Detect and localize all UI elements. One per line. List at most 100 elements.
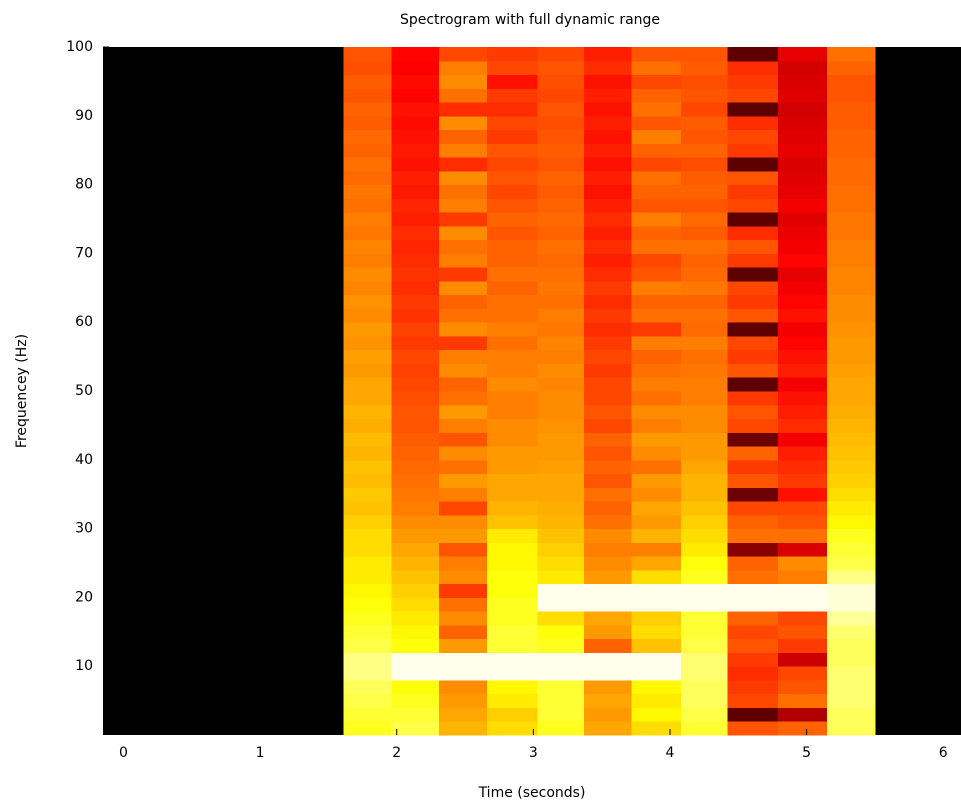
y-tick-label: 30 xyxy=(75,521,93,537)
cell xyxy=(727,432,779,447)
cell xyxy=(391,707,440,722)
cell xyxy=(583,335,633,351)
cell xyxy=(537,308,585,323)
cell xyxy=(631,721,682,736)
cell xyxy=(631,514,682,530)
cell xyxy=(827,143,876,158)
cell xyxy=(777,88,828,103)
cell xyxy=(537,638,585,653)
cell xyxy=(777,542,828,557)
cell xyxy=(827,212,876,227)
cell xyxy=(680,569,728,585)
cell xyxy=(343,377,392,392)
cell xyxy=(727,322,779,337)
cell xyxy=(486,184,538,199)
cell xyxy=(727,514,779,530)
cell xyxy=(583,459,633,475)
cell xyxy=(343,253,392,268)
cell xyxy=(631,335,682,351)
cell xyxy=(583,280,633,296)
cell xyxy=(727,638,779,653)
cell xyxy=(827,652,876,667)
cell xyxy=(680,363,728,378)
cell xyxy=(439,60,488,76)
cell xyxy=(583,652,633,667)
cell xyxy=(486,542,538,557)
cell xyxy=(537,446,585,461)
cell xyxy=(827,514,876,530)
cell xyxy=(727,280,779,296)
cell xyxy=(583,597,633,612)
cell xyxy=(343,542,392,557)
cell xyxy=(537,225,585,241)
cell xyxy=(439,102,488,117)
cell xyxy=(777,473,828,488)
cell xyxy=(727,707,779,722)
cell xyxy=(777,294,828,309)
cell xyxy=(439,143,488,158)
cell xyxy=(583,418,633,433)
cell xyxy=(680,459,728,475)
cell xyxy=(391,624,440,640)
cell xyxy=(486,349,538,364)
cell xyxy=(439,556,488,571)
cell xyxy=(439,487,488,502)
cell xyxy=(343,404,392,420)
cell xyxy=(537,542,585,557)
cell xyxy=(343,514,392,530)
cell xyxy=(486,473,538,488)
cell xyxy=(391,404,440,420)
cell xyxy=(631,377,682,392)
cell xyxy=(486,198,538,213)
cell xyxy=(343,239,392,254)
cell xyxy=(343,487,392,502)
cell xyxy=(680,418,728,433)
cell xyxy=(631,391,682,406)
cell xyxy=(537,666,585,681)
cell xyxy=(391,721,440,736)
cell xyxy=(391,556,440,571)
cell xyxy=(391,60,440,76)
cell xyxy=(680,102,728,117)
cell xyxy=(827,157,876,172)
cell xyxy=(680,638,728,653)
cell xyxy=(827,294,876,309)
cell xyxy=(439,514,488,530)
cell xyxy=(486,102,538,117)
cell xyxy=(680,721,728,736)
cell xyxy=(486,322,538,337)
cell xyxy=(727,349,779,364)
cell xyxy=(680,198,728,213)
cell xyxy=(439,459,488,475)
cell xyxy=(583,638,633,653)
cell xyxy=(486,583,538,598)
cell xyxy=(631,707,682,722)
cell xyxy=(777,679,828,695)
cell xyxy=(827,707,876,722)
cell xyxy=(680,47,728,62)
cell xyxy=(827,349,876,364)
cell xyxy=(727,679,779,695)
cell xyxy=(439,280,488,296)
cell xyxy=(777,583,828,598)
cell xyxy=(343,60,392,76)
cell xyxy=(391,473,440,488)
cell xyxy=(777,693,828,708)
cell xyxy=(391,212,440,227)
cell xyxy=(583,225,633,241)
cell xyxy=(727,143,779,158)
y-tick-label: 80 xyxy=(75,177,93,193)
cell xyxy=(343,707,392,722)
cell xyxy=(439,322,488,337)
cell xyxy=(680,157,728,172)
cell xyxy=(583,624,633,640)
cell xyxy=(827,624,876,640)
cell xyxy=(827,459,876,475)
cell xyxy=(391,294,440,309)
cell xyxy=(583,322,633,337)
cell xyxy=(631,611,682,626)
cell xyxy=(583,707,633,722)
cell xyxy=(439,542,488,557)
cell xyxy=(391,569,440,585)
cell xyxy=(827,115,876,131)
